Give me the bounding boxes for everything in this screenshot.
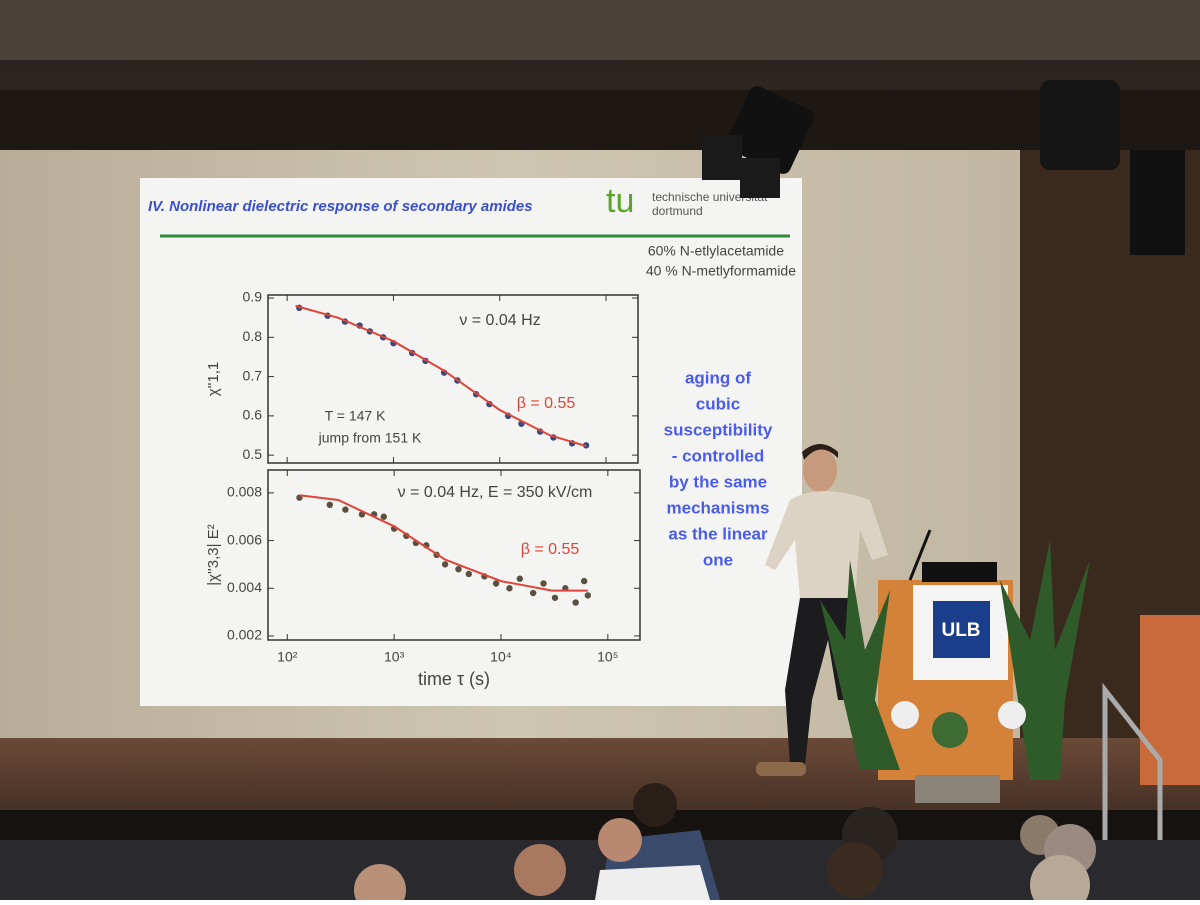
data-point [342, 506, 349, 513]
x-tick-label: 10⁴ [490, 649, 512, 665]
annotation: T = 147 K [325, 408, 387, 424]
comment: aging of cubic susceptibility - controll… [664, 368, 773, 569]
comment-line: - controlled [672, 446, 765, 465]
y-tick-label: 0.006 [227, 531, 262, 547]
comment-line: as the linear [668, 524, 768, 543]
podium: ULB [878, 529, 1200, 870]
annotation: jump from 151 K [318, 430, 422, 446]
fit-line [299, 494, 588, 592]
comment-line: aging of [685, 368, 751, 387]
sample-text: 40 % N-metlyformamide [646, 263, 796, 279]
y-tick-label: 0.9 [243, 289, 263, 305]
plants [820, 540, 1090, 803]
logo-text: technische universität [652, 190, 768, 204]
plot-frame [267, 294, 639, 464]
data-point [455, 565, 462, 573]
plot-frame [267, 469, 641, 641]
x-tick-label: 10² [277, 649, 298, 665]
data-point [506, 585, 513, 592]
comment-line: by the same [669, 472, 767, 491]
stage-lights [702, 80, 1185, 255]
y-tick-label: 0.5 [243, 446, 263, 462]
x-tick-label: 10³ [384, 649, 405, 665]
y-tick-label: 0.6 [243, 407, 263, 423]
y-tick-label: 0.002 [227, 627, 262, 643]
fit-label: β = 0.55 [517, 395, 576, 412]
slide [140, 178, 802, 706]
y-axis-label: χ''1,1 [205, 362, 222, 396]
comment-line: susceptibility [664, 420, 773, 439]
annotation: ν = 0.04 Hz, E = 350 kV/cm [398, 484, 593, 501]
podium-logo: ULB [941, 620, 980, 641]
slide-title: IV. Nonlinear dielectric response of sec… [148, 198, 533, 215]
data-point [380, 513, 387, 520]
logo-text: dortmund [652, 204, 703, 218]
fit-line [295, 304, 587, 448]
logo: tu [606, 182, 634, 220]
charts: 0.5 0.6 0.7 0.8 0.9 χ''1,1 ν = 0.04 Hz T = 147 … [205, 289, 641, 689]
ceiling-beam [0, 90, 1200, 160]
comment-line: one [703, 550, 733, 569]
comment-line: cubic [696, 394, 740, 413]
y-tick-label: 0.8 [243, 328, 263, 344]
y-tick-label: 0.7 [243, 367, 263, 383]
y-axis-label: |χ''3,3| E² [205, 524, 222, 585]
data-point [584, 592, 592, 599]
ceiling [0, 0, 1200, 60]
sample-text: 60% N-etlylacetamide [648, 243, 784, 259]
comment-line: mechanisms [667, 498, 770, 517]
data-point [326, 501, 334, 509]
x-axis-label: time τ (s) [418, 669, 490, 689]
data-point [441, 561, 449, 568]
data-point [465, 570, 473, 578]
audience [0, 783, 1200, 905]
data-point [492, 580, 500, 587]
data-point [540, 580, 547, 587]
fit-label: β = 0.55 [521, 541, 580, 558]
data-point [580, 577, 588, 585]
y-tick-label: 0.004 [227, 579, 262, 595]
annotation: ν = 0.04 Hz [459, 312, 540, 329]
data-point [551, 594, 559, 601]
data-point [529, 589, 537, 597]
data-point [516, 575, 523, 582]
x-tick-label: 10⁵ [597, 649, 618, 665]
data-point [572, 599, 579, 606]
y-tick-label: 0.008 [227, 484, 262, 500]
